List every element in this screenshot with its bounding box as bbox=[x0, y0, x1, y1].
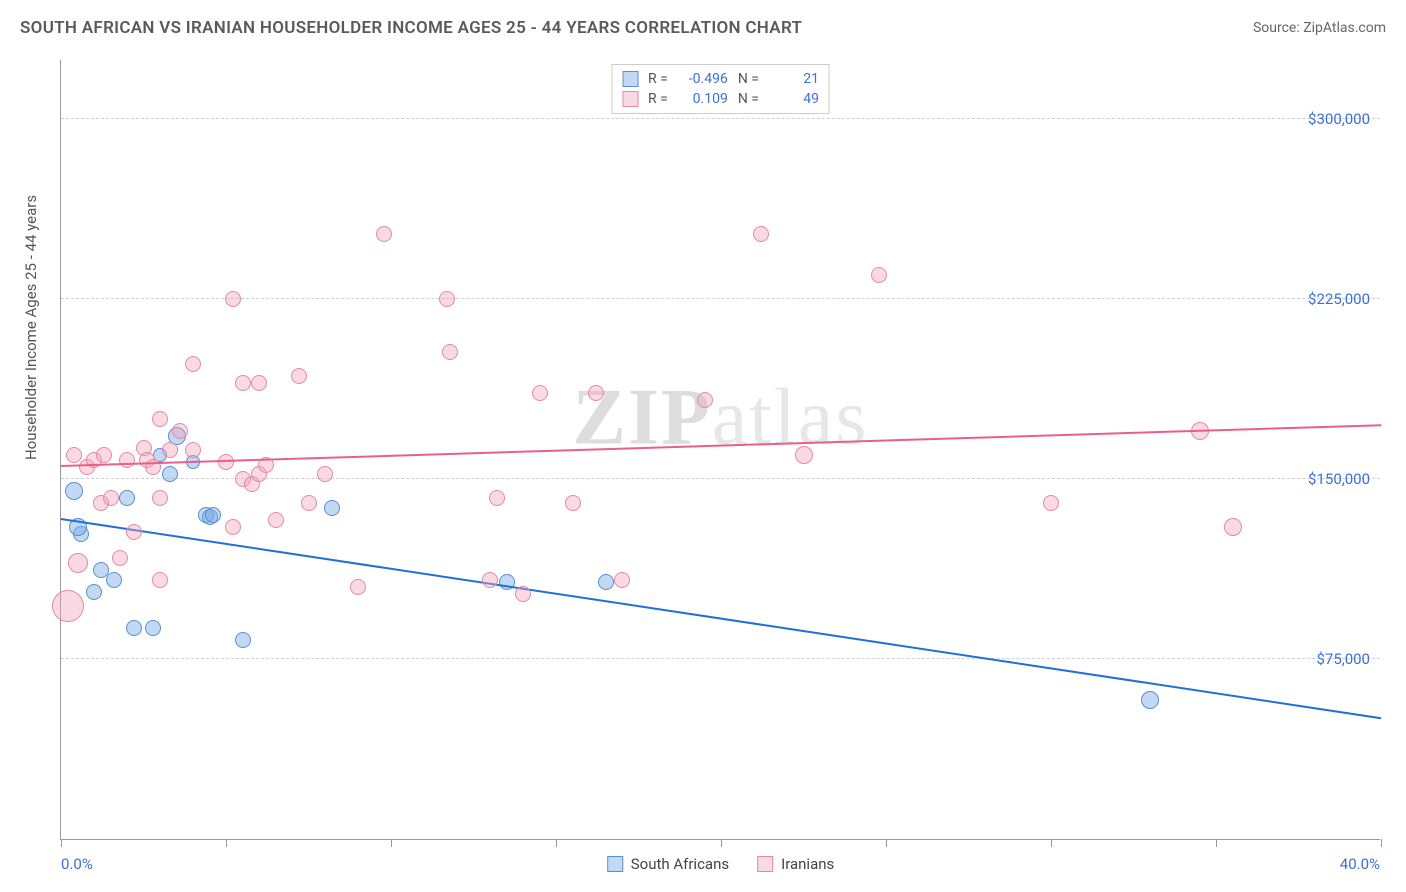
data-point bbox=[235, 375, 251, 391]
data-point bbox=[515, 586, 531, 602]
source-label: Source: ZipAtlas.com bbox=[1253, 20, 1386, 36]
chart-header: SOUTH AFRICAN VS IRANIAN HOUSEHOLDER INC… bbox=[0, 0, 1406, 46]
legend-item-iranians: Iranians bbox=[757, 855, 834, 873]
data-point bbox=[205, 507, 221, 523]
data-point bbox=[753, 226, 769, 242]
data-point bbox=[119, 452, 135, 468]
data-point bbox=[185, 442, 201, 458]
data-point bbox=[439, 291, 455, 307]
r-value: -0.496 bbox=[678, 71, 728, 87]
watermark: ZIPatlas bbox=[573, 373, 869, 464]
trend-line bbox=[61, 518, 1381, 719]
x-tick bbox=[391, 839, 392, 847]
data-point bbox=[301, 495, 317, 511]
data-point bbox=[376, 226, 392, 242]
data-point bbox=[235, 632, 251, 648]
n-value: 49 bbox=[769, 91, 819, 107]
data-point bbox=[152, 411, 168, 427]
data-point bbox=[162, 442, 178, 458]
n-value: 21 bbox=[769, 71, 819, 87]
data-point bbox=[225, 291, 241, 307]
legend-row-iranians: R = 0.109 N = 49 bbox=[622, 89, 819, 109]
x-tick bbox=[226, 839, 227, 847]
legend-item-south-africans: South Africans bbox=[607, 855, 729, 873]
data-point bbox=[126, 620, 142, 636]
data-point bbox=[162, 466, 178, 482]
y-tick-label: $300,000 bbox=[1308, 110, 1370, 128]
swatch-icon bbox=[607, 856, 623, 872]
correlation-legend: R = -0.496 N = 21 R = 0.109 N = 49 bbox=[611, 64, 830, 114]
y-tick-label: $150,000 bbox=[1308, 470, 1370, 488]
x-tick bbox=[886, 839, 887, 847]
legend-label: Iranians bbox=[781, 855, 834, 873]
data-point bbox=[598, 574, 614, 590]
data-point bbox=[68, 553, 88, 573]
data-point bbox=[65, 482, 83, 500]
data-point bbox=[614, 572, 630, 588]
data-point bbox=[795, 446, 813, 464]
y-tick-label: $75,000 bbox=[1316, 650, 1370, 668]
data-point bbox=[251, 375, 267, 391]
data-point bbox=[871, 267, 887, 283]
y-tick-label: $225,000 bbox=[1308, 290, 1370, 308]
data-point bbox=[218, 454, 234, 470]
n-label: N = bbox=[738, 91, 759, 107]
data-point bbox=[317, 466, 333, 482]
data-point bbox=[532, 385, 548, 401]
data-point bbox=[291, 368, 307, 384]
legend-row-south-africans: R = -0.496 N = 21 bbox=[622, 69, 819, 89]
scatter-plot-area: ZIPatlas R = -0.496 N = 21 R = 0.109 N =… bbox=[60, 60, 1380, 840]
data-point bbox=[1224, 518, 1242, 536]
data-point bbox=[1141, 691, 1159, 709]
gridline bbox=[61, 118, 1380, 119]
data-point bbox=[66, 447, 82, 463]
data-point bbox=[172, 423, 188, 439]
x-tick bbox=[1051, 839, 1052, 847]
data-point bbox=[225, 519, 241, 535]
data-point bbox=[185, 356, 201, 372]
x-axis-max-label: 40.0% bbox=[1340, 855, 1380, 873]
gridline bbox=[61, 298, 1380, 299]
data-point bbox=[268, 512, 284, 528]
gridline bbox=[61, 658, 1380, 659]
data-point bbox=[126, 524, 142, 540]
data-point bbox=[442, 344, 458, 360]
data-point bbox=[482, 572, 498, 588]
x-tick bbox=[1216, 839, 1217, 847]
data-point bbox=[697, 392, 713, 408]
x-tick bbox=[556, 839, 557, 847]
r-value: 0.109 bbox=[678, 91, 728, 107]
data-point bbox=[52, 590, 84, 622]
swatch-icon bbox=[622, 91, 638, 107]
y-axis-label: Householder Income Ages 25 - 44 years bbox=[22, 195, 40, 460]
data-point bbox=[489, 490, 505, 506]
x-tick bbox=[61, 839, 62, 847]
data-point bbox=[106, 572, 122, 588]
data-point bbox=[588, 385, 604, 401]
n-label: N = bbox=[738, 71, 759, 87]
data-point bbox=[112, 550, 128, 566]
swatch-icon bbox=[757, 856, 773, 872]
r-label: R = bbox=[648, 91, 668, 107]
data-point bbox=[152, 572, 168, 588]
chart-title: SOUTH AFRICAN VS IRANIAN HOUSEHOLDER INC… bbox=[20, 18, 802, 38]
data-point bbox=[350, 579, 366, 595]
r-label: R = bbox=[648, 71, 668, 87]
data-point bbox=[103, 490, 119, 506]
data-point bbox=[119, 490, 135, 506]
swatch-icon bbox=[622, 71, 638, 87]
x-tick bbox=[721, 839, 722, 847]
data-point bbox=[1043, 495, 1059, 511]
data-point bbox=[324, 500, 340, 516]
data-point bbox=[86, 584, 102, 600]
series-legend: South Africans Iranians bbox=[607, 855, 835, 873]
x-tick bbox=[1381, 839, 1382, 847]
trend-line bbox=[61, 424, 1381, 467]
data-point bbox=[565, 495, 581, 511]
data-point bbox=[96, 447, 112, 463]
legend-label: South Africans bbox=[631, 855, 729, 873]
x-axis-min-label: 0.0% bbox=[61, 855, 93, 873]
data-point bbox=[152, 490, 168, 506]
data-point bbox=[145, 620, 161, 636]
